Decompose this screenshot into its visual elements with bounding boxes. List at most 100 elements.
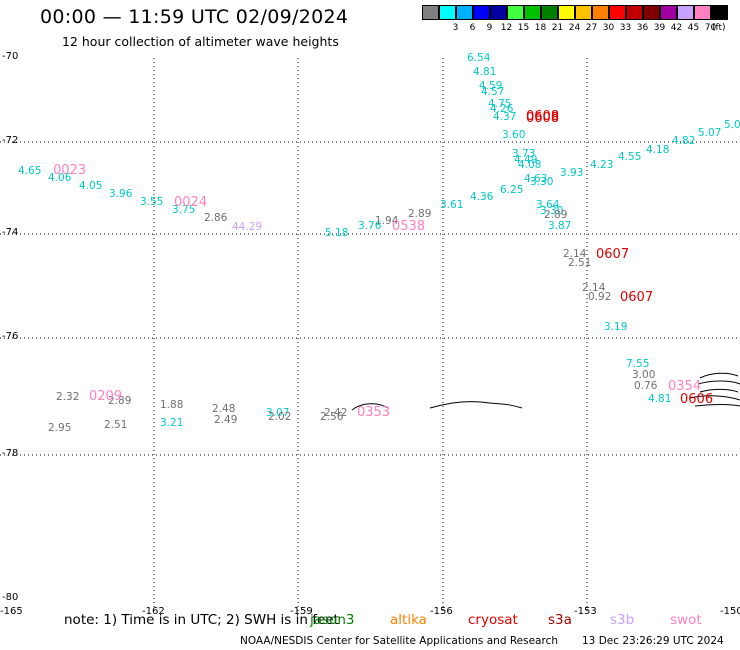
wave-height-label: 4.37 (493, 111, 517, 123)
legend-label: 3 (452, 23, 459, 33)
pass-time-label: 0606 (680, 392, 714, 407)
wave-height-label: 4.65 (18, 165, 42, 177)
legend-swatch (541, 5, 558, 20)
legend-swatch (711, 5, 728, 20)
wave-height-label: 0.92 (588, 291, 612, 303)
coastline-east-2 (697, 380, 740, 385)
legend-label: 33 (619, 23, 632, 33)
map-subtitle: 12 hour collection of altimeter wave hei… (62, 34, 339, 49)
wave-height-label: 7.55 (626, 358, 650, 370)
wave-height-label: 4.81 (473, 66, 497, 78)
coastline-east-1 (699, 372, 739, 379)
wave-height-label: 5.07 (698, 127, 722, 139)
wave-height-label: 4.59 (479, 80, 503, 92)
wave-height-label: 1.94 (375, 215, 399, 227)
legend-label: 15 (517, 23, 530, 33)
coastline-east-5 (694, 404, 740, 407)
pass-time-label: 0209 (89, 389, 123, 404)
graticule (0, 58, 740, 612)
legend-label: 12 (500, 23, 513, 33)
pass-time-label: 0354 (668, 379, 702, 394)
lon-label: -153 (574, 606, 597, 617)
legend-swatch (660, 5, 677, 20)
coastline-east-3 (699, 388, 739, 393)
wave-height-label: 3.61 (440, 199, 464, 211)
wave-height-label: 4.55 (618, 151, 642, 163)
wave-height-label: 3.30 (530, 176, 554, 188)
wave-height-label: 5.0 (724, 119, 740, 131)
legend-swatch (592, 5, 609, 20)
wave-height-label: 2.32 (56, 391, 80, 403)
wave-height-label: 3.07 (266, 407, 290, 419)
satellite-key-cryosat: cryosat (468, 612, 518, 628)
legend-label: 45 (687, 23, 700, 33)
legend-label: 6 (469, 23, 476, 33)
legend-swatch (490, 5, 507, 20)
legend-label: 24 (568, 23, 581, 33)
wave-height-label: 4.36 (470, 191, 494, 203)
wave-height-label: 2.56 (320, 411, 344, 423)
satellite-key-jason3: jason3 (310, 612, 355, 628)
pass-time-label: 0353 (357, 405, 391, 420)
pass-time-label: 0538 (392, 219, 426, 234)
wave-height-label: 3.96 (109, 188, 133, 200)
legend-label: 9 (486, 23, 493, 33)
wave-height-label: 2.89 (544, 209, 568, 221)
wave-height-label: 2.02 (268, 411, 292, 423)
wave-height-label: 2.95 (48, 422, 72, 434)
legend-swatch (575, 5, 592, 20)
legend-swatch (643, 5, 660, 20)
wave-height-label: 4.26 (490, 103, 514, 115)
wave-height-label: 3.00 (632, 369, 656, 381)
wave-height-label: 4.23 (590, 159, 614, 171)
wave-height-label: 3.76 (358, 220, 382, 232)
wave-height-label: 2.14 (582, 282, 606, 294)
legend-swatch (507, 5, 524, 20)
wave-height-label: 4.82 (672, 135, 696, 147)
legend-label: 39 (653, 23, 666, 33)
wave-height-label: 3.75 (172, 204, 196, 216)
wave-height-label: 4.05 (79, 180, 103, 192)
legend-swatch (558, 5, 575, 20)
legend-label: 21 (551, 23, 564, 33)
wave-height-label: 2.89 (408, 208, 432, 220)
wave-height-label: 4.63 (524, 173, 548, 185)
coastline-ross (429, 401, 523, 409)
wave-height-label: 3.87 (548, 220, 572, 232)
satellite-key-s3a: s3a (548, 612, 572, 628)
legend-swatch (524, 5, 541, 20)
lat-label: -78 (2, 448, 19, 459)
legend-label: 70 (704, 23, 717, 33)
wave-height-label: 4.18 (646, 144, 670, 156)
satellite-key-altika: altika (390, 612, 427, 628)
wave-height-label: 2.49 (214, 414, 238, 426)
generation-timestamp: 13 Dec 23:26:29 UTC 2024 (582, 635, 724, 647)
legend-swatch (626, 5, 643, 20)
wave-height-label: 3.30 (540, 205, 564, 217)
wave-height-label: 6.25 (500, 184, 524, 196)
legend-label: 42 (670, 23, 683, 33)
wave-height-label: 3.55 (140, 196, 164, 208)
legend-swatch (473, 5, 490, 20)
wave-height-label: 4.08 (518, 159, 542, 171)
coastline (351, 372, 740, 411)
credit-line: NOAA/NESDIS Center for Satellite Applica… (240, 635, 558, 647)
wave-height-label: 3.93 (560, 167, 584, 179)
legend-swatch (609, 5, 626, 20)
lat-label: -72 (2, 135, 19, 146)
lon-label: -165 (0, 606, 23, 617)
lat-label: -74 (2, 227, 19, 238)
wave-height-label: 4.81 (648, 393, 672, 405)
coastline-west (351, 403, 389, 411)
satellite-key-swot: swot (670, 612, 702, 628)
lon-label: -162 (142, 606, 165, 617)
legend-swatch (677, 5, 694, 20)
pass-time-label: 0608 (526, 109, 560, 124)
lat-label: -80 (2, 592, 19, 603)
wave-height-label: 3.19 (604, 321, 628, 333)
legend-label: 27 (585, 23, 598, 33)
lon-label: -159 (290, 606, 313, 617)
wave-height-label: 2.86 (204, 212, 228, 224)
